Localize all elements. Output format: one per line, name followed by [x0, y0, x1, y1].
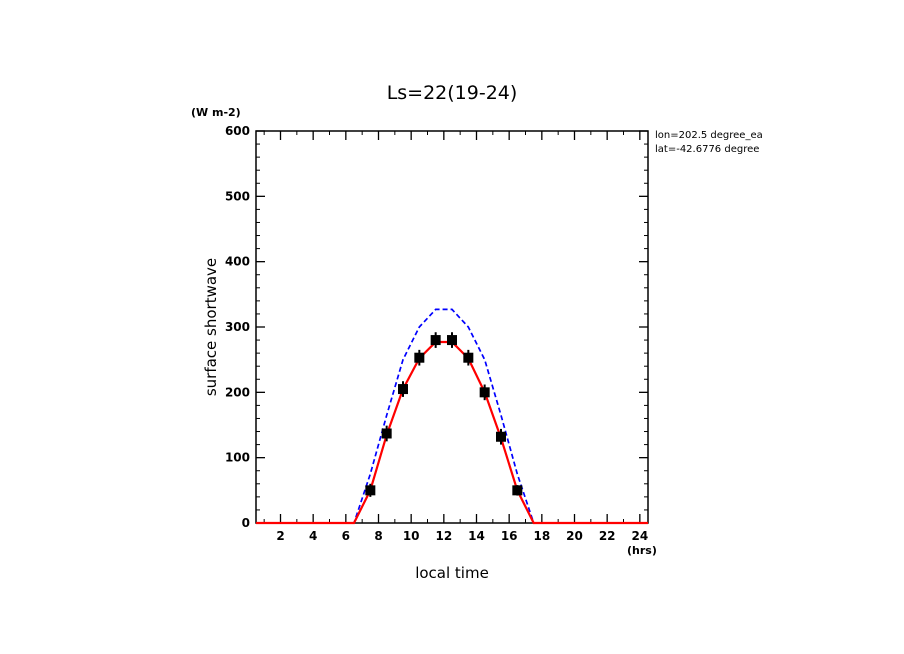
plot-frame	[255, 130, 649, 524]
x-tick-label: 18	[533, 529, 550, 543]
x-tick-label: 20	[566, 529, 583, 543]
y-tick-label: 200	[225, 385, 250, 399]
chart-title: Ls=22(19-24)	[387, 82, 518, 104]
x-tick-label: 4	[309, 529, 317, 543]
series-line-solid	[256, 340, 648, 525]
right-cover	[780, 125, 904, 160]
data-point	[414, 352, 425, 363]
y-tick-label: 600	[225, 124, 250, 138]
y-unit-label: (W m-2)	[191, 106, 241, 119]
y-tick-label: 500	[225, 189, 250, 203]
data-point	[398, 384, 408, 395]
data-point	[430, 335, 441, 346]
x-tick-label: 24	[631, 529, 648, 543]
x-tick-label: 2	[276, 529, 284, 543]
lon-annotation: lon=202.5 degree_ea	[655, 130, 763, 141]
lat-annotation: lat=-42.6776 degree	[655, 144, 759, 155]
data-point	[479, 387, 490, 398]
y-tick-label: 400	[225, 255, 250, 269]
x-tick-label: 12	[435, 529, 452, 543]
y-axis-label: surface shortwave	[202, 258, 220, 396]
x-unit-label: (hrs)	[627, 544, 657, 557]
x-tick-label: 16	[501, 529, 518, 543]
y-tick-label: 100	[225, 451, 250, 465]
y-tick-label: 0	[242, 516, 250, 530]
data-point	[365, 485, 376, 496]
x-tick-label: 10	[403, 529, 420, 543]
y-tick-label: 300	[225, 320, 250, 334]
x-tick-label: 14	[468, 529, 485, 543]
data-point	[512, 485, 523, 496]
x-axis-label: local time	[415, 564, 489, 582]
data-point	[496, 431, 506, 442]
x-tick-label: 22	[599, 529, 616, 543]
x-tick-label: 8	[374, 529, 382, 543]
data-point	[463, 352, 474, 363]
data-point	[381, 428, 392, 439]
data-point	[447, 335, 457, 346]
x-tick-label: 6	[342, 529, 350, 543]
